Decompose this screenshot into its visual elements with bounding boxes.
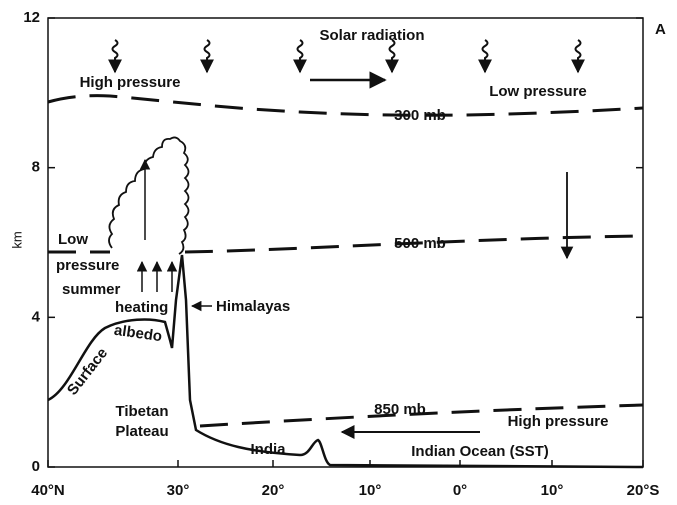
label: Plateau (115, 423, 168, 440)
y-axis-label: km (9, 231, 24, 248)
y-tick-label: 8 (32, 159, 40, 176)
solar-arrow (478, 39, 492, 74)
pressure-line-850mb (199, 403, 644, 428)
label: High pressure (80, 74, 181, 91)
x-tick-label: 10° (359, 482, 382, 499)
pressure-line-300mb (47, 94, 644, 117)
solar-arrow (571, 39, 585, 74)
y-tick-label: 4 (32, 308, 41, 325)
label: India (250, 441, 286, 458)
y-tick-label: 12 (23, 9, 40, 26)
pressure-line-500mb (48, 234, 644, 254)
label: summer (62, 281, 121, 298)
solar-arrow (385, 39, 399, 74)
label: Solar radiation (319, 27, 424, 44)
label: 500 mb (394, 235, 446, 252)
label: Low (58, 231, 88, 248)
label: Tibetan (115, 403, 168, 420)
x-tick-label: 0° (453, 482, 467, 499)
label: albedo (113, 322, 163, 346)
y-tick-label: 0 (32, 458, 40, 475)
x-tick-label: 10° (541, 482, 564, 499)
label: pressure (56, 257, 119, 274)
panel-label: A (655, 21, 666, 38)
x-tick-label: 40°N (31, 482, 65, 499)
solar-arrow (108, 39, 122, 74)
label: heating (115, 299, 168, 316)
plot-frame (47, 17, 644, 468)
label: Surface (64, 345, 111, 399)
label: High pressure (508, 413, 609, 430)
solar-arrows (108, 39, 585, 74)
x-tick-label: 20°S (627, 482, 660, 499)
x-tick-label: 20° (262, 482, 285, 499)
convective-cloud (108, 136, 190, 255)
label: 300 mb (394, 107, 446, 124)
label: Indian Ocean (SST) (411, 443, 549, 460)
label: Himalayas (216, 298, 290, 315)
label: 850 mb (374, 401, 426, 418)
label: Low pressure (489, 83, 587, 100)
solar-arrow (200, 39, 214, 74)
x-tick-label: 30° (167, 482, 190, 499)
terrain (47, 254, 644, 469)
solar-arrow (293, 39, 307, 74)
